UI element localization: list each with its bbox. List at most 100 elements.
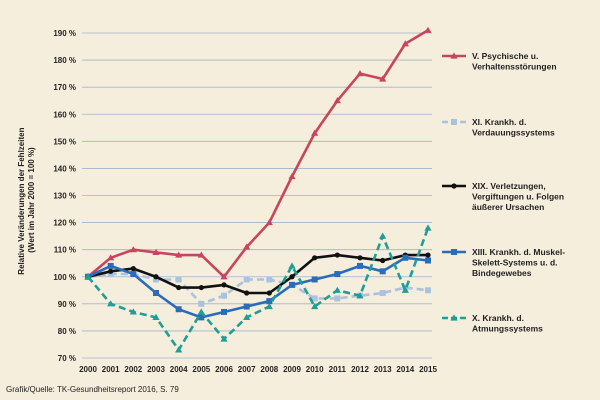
legend-label-line: XI. Krankh. d. — [472, 117, 526, 127]
data-point — [289, 281, 295, 288]
data-point — [107, 254, 115, 261]
data-point — [107, 262, 114, 269]
legend-label: XIII. Krankh. d. Muskel-Skelett-Systems … — [472, 247, 565, 278]
y-tick-label: 140 % — [53, 164, 76, 173]
y-tick-label: 170 % — [53, 83, 76, 92]
data-point — [333, 286, 341, 293]
data-point — [401, 40, 409, 47]
y-tick-label: 190 % — [53, 29, 76, 38]
x-tick-label: 2006 — [215, 365, 233, 374]
legend-item-4: XIII. Krankh. d. Muskel-Skelett-Systems … — [442, 247, 565, 278]
x-tick-label: 2005 — [192, 365, 210, 374]
x-tick-label: 2014 — [396, 365, 414, 374]
data-point — [334, 252, 340, 258]
series-line — [87, 272, 429, 306]
data-point — [451, 249, 457, 255]
series-line — [87, 227, 430, 352]
legend-item-3: XIX. Verletzungen, Vergiftungen u. Folgen… — [442, 181, 564, 212]
data-point — [424, 224, 432, 231]
data-point — [379, 75, 387, 82]
data-point — [152, 248, 160, 255]
data-point — [175, 251, 183, 258]
data-point — [221, 282, 227, 288]
y-tick-label: 160 % — [53, 110, 76, 119]
y-tick-label: 80 % — [58, 327, 76, 336]
x-tick-label: 2009 — [283, 365, 301, 374]
x-tick-label: 2010 — [306, 365, 324, 374]
data-point — [450, 314, 458, 321]
data-point — [356, 292, 364, 299]
series-line — [87, 256, 429, 319]
legend-label-line: Bindegewebes — [472, 268, 532, 278]
data-point — [243, 303, 250, 310]
data-point — [220, 335, 228, 342]
data-point — [130, 271, 137, 278]
x-tick-label: 2003 — [147, 365, 165, 374]
series-line — [87, 253, 428, 295]
data-point — [265, 218, 273, 226]
x-tick-label: 2015 — [419, 365, 437, 374]
data-point — [379, 268, 386, 275]
data-point — [424, 26, 432, 33]
x-tick-label: 2007 — [238, 365, 256, 374]
legend-label-line: Verdauungssystems — [472, 128, 555, 138]
series-layer — [84, 26, 432, 353]
y-tick-label: 150 % — [53, 137, 76, 146]
data-point — [334, 271, 341, 278]
data-point — [198, 300, 205, 307]
data-point — [451, 119, 457, 125]
series-5 — [84, 224, 432, 353]
legend-label-line: Vergiftungen u. Folgen — [472, 192, 564, 202]
data-point — [244, 290, 250, 296]
y-tick-label: 90 % — [58, 300, 76, 309]
data-point — [175, 346, 183, 353]
data-point — [176, 284, 182, 291]
legend-label-line: Skelett-Systems u. d. — [472, 258, 558, 268]
data-point — [311, 276, 318, 283]
y-tick-label: 120 % — [53, 219, 76, 228]
data-point — [379, 290, 386, 296]
data-point — [311, 302, 319, 310]
data-point — [356, 70, 364, 77]
y-axis-label-line-2: (Wert im Jahr 2000 = 100 %) — [27, 147, 36, 253]
legend: V. Psychische u. Verhaltensstörungen XI. K… — [442, 51, 565, 334]
series-line — [87, 29, 429, 279]
x-tick-label: 2011 — [329, 365, 347, 374]
y-tick-label: 100 % — [53, 273, 76, 282]
x-tick-label: 2001 — [102, 365, 120, 374]
legend-label: X. Krankh. d. Atmungssystems — [472, 313, 543, 334]
data-point — [288, 172, 296, 180]
data-point — [175, 306, 182, 313]
legend-label-line: Verhaltensstörungen — [472, 62, 557, 72]
x-tick-label: 2004 — [170, 365, 188, 374]
legend-label-line: V. Psychische u. — [472, 51, 538, 61]
x-tick-label: 2013 — [374, 365, 392, 374]
data-point — [425, 287, 431, 294]
data-point — [425, 252, 431, 258]
data-point — [221, 292, 227, 299]
data-point — [175, 276, 182, 283]
data-point — [152, 313, 160, 320]
legend-label-line: äußerer Ursachen — [472, 202, 544, 212]
data-point — [243, 276, 250, 283]
legend-label: V. Psychische u. Verhaltensstörungen — [472, 51, 557, 72]
legend-item-5: X. Krankh. d. Atmungssystems — [442, 313, 543, 334]
data-point — [311, 295, 318, 302]
legend-label-line: XIX. Verletzungen, — [472, 181, 546, 191]
legend-item-1: V. Psychische u. Verhaltensstörungen — [442, 51, 557, 72]
legend-label-line: Atmungssystems — [472, 324, 543, 334]
data-point — [197, 308, 205, 315]
data-point — [198, 284, 204, 291]
data-point — [130, 266, 136, 272]
y-tick-label: 110 % — [54, 246, 76, 255]
data-point — [334, 295, 341, 302]
data-point — [289, 274, 295, 280]
data-point — [401, 286, 409, 293]
data-point — [243, 313, 251, 320]
x-tick-label: 2000 — [79, 365, 97, 374]
data-point — [266, 298, 273, 305]
data-point — [266, 290, 272, 296]
data-point — [153, 274, 159, 280]
x-tick-label: 2012 — [351, 365, 369, 374]
